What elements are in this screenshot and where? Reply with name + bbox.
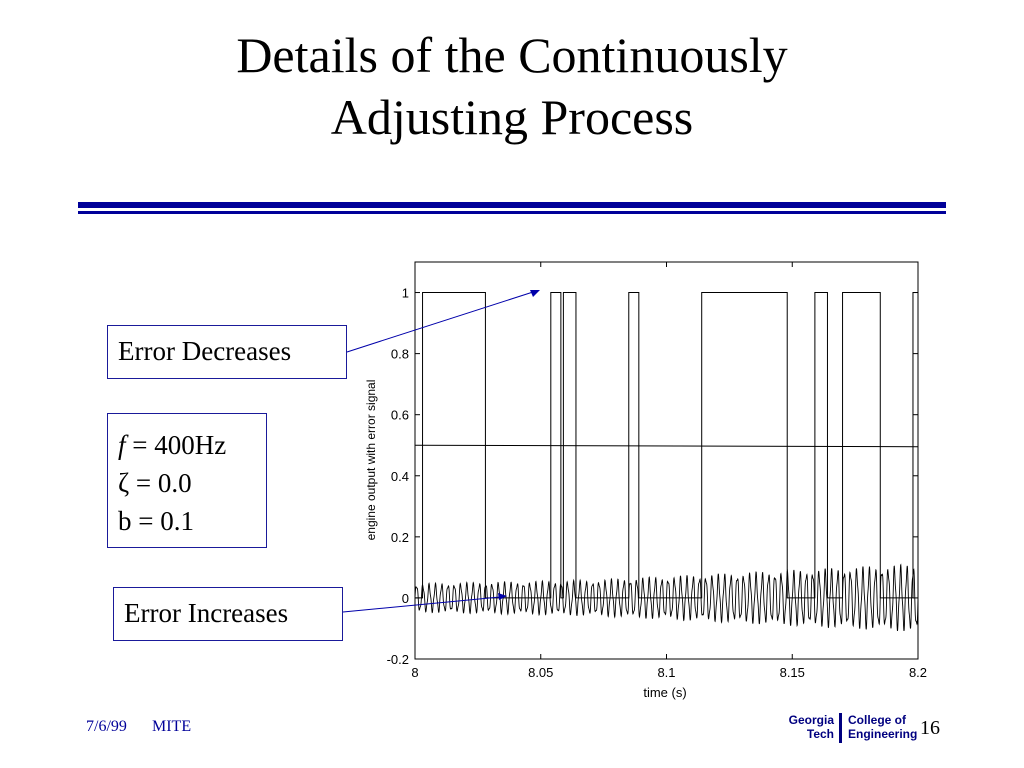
logo-divider bbox=[839, 713, 842, 743]
slide-title: Details of the Continuously Adjusting Pr… bbox=[0, 24, 1024, 148]
x-tick-label: 8.05 bbox=[528, 665, 553, 680]
georgia-tech-logo: Georgia Tech College of Engineering 16 bbox=[788, 713, 940, 743]
y-tick-label: 1 bbox=[402, 286, 409, 301]
y-tick-label: -0.2 bbox=[387, 652, 409, 667]
y-tick-label: 0.4 bbox=[391, 469, 409, 484]
arrow-error-increases bbox=[342, 596, 501, 613]
callout-error-increases: Error Increases bbox=[113, 587, 343, 641]
parameters-box: f = 400Hz ζ = 0.0 b = 0.1 bbox=[107, 413, 267, 548]
series-square-wave bbox=[415, 292, 918, 599]
footer-org: MITE bbox=[152, 718, 192, 735]
y-axis-label: engine output with error signal bbox=[364, 380, 378, 541]
title-line-1: Details of the Continuously bbox=[236, 27, 788, 83]
arrowhead-error-increases bbox=[498, 593, 507, 600]
y-tick-label: 0.6 bbox=[391, 408, 409, 423]
arrow-error-decreases bbox=[346, 291, 534, 353]
x-axis-label: time (s) bbox=[643, 685, 686, 700]
y-tick-label: 0.8 bbox=[391, 347, 409, 362]
param-frequency: f = 400Hz bbox=[118, 430, 227, 460]
y-tick-label: 0.2 bbox=[391, 530, 409, 545]
x-tick-label: 8.1 bbox=[657, 665, 675, 680]
page-number: 16 bbox=[920, 717, 940, 739]
footer-date: 7/6/99 bbox=[86, 718, 127, 735]
title-line-2: Adjusting Process bbox=[330, 89, 694, 145]
x-tick-label: 8.15 bbox=[780, 665, 805, 680]
series-oscillation bbox=[415, 563, 918, 632]
x-tick-label: 8.2 bbox=[909, 665, 927, 680]
callout-error-decreases: Error Decreases bbox=[107, 325, 347, 379]
x-tick-label: 8 bbox=[411, 665, 418, 680]
arrowhead-error-decreases bbox=[530, 290, 540, 297]
title-rule-thick bbox=[78, 202, 946, 208]
param-zeta: ζ = 0.0 bbox=[118, 468, 192, 498]
y-tick-label: 0 bbox=[402, 591, 409, 606]
series-threshold bbox=[415, 444, 918, 448]
title-rule-thin bbox=[78, 211, 946, 214]
param-b: b = 0.1 bbox=[118, 506, 194, 536]
